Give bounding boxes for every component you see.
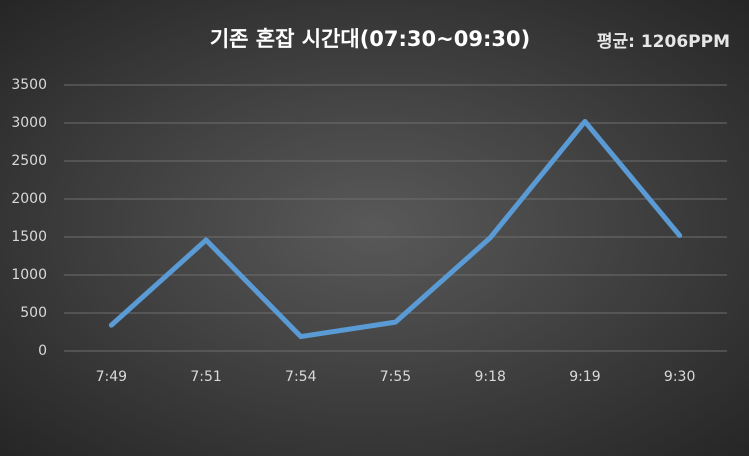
y-tick-label: 1000	[11, 267, 47, 283]
x-tick-label: 7:49	[96, 369, 127, 385]
chart-title: 기존 혼잡 시간대(07:30~09:30)	[210, 27, 530, 51]
y-tick-label: 2000	[11, 191, 47, 207]
x-tick-label: 9:19	[569, 369, 600, 385]
y-tick-label: 500	[20, 305, 47, 321]
y-tick-label: 3500	[11, 77, 47, 93]
x-tick-label: 7:51	[190, 369, 221, 385]
y-tick-label: 1500	[11, 229, 47, 245]
x-tick-label: 9:18	[474, 369, 505, 385]
annotation: 평균: 1206PPM	[597, 32, 730, 52]
x-tick-label: 9:30	[664, 369, 695, 385]
x-tick-label: 7:55	[380, 369, 411, 385]
y-tick-label: 0	[38, 343, 47, 359]
x-tick-label: 7:54	[285, 369, 317, 385]
line	[108, 118, 683, 340]
y-tick-label: 2500	[11, 153, 47, 169]
y-tick-label: 3000	[11, 115, 47, 131]
